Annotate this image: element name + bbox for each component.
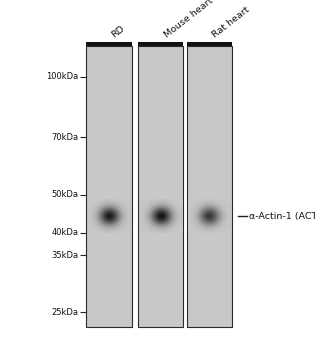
Bar <box>186 42 232 46</box>
Text: 70kDa: 70kDa <box>52 133 79 142</box>
Bar <box>186 46 232 327</box>
Text: 40kDa: 40kDa <box>52 228 79 237</box>
Bar <box>86 42 132 46</box>
Text: 35kDa: 35kDa <box>52 251 79 260</box>
Text: Mouse heart: Mouse heart <box>162 0 215 39</box>
Text: 50kDa: 50kDa <box>52 190 79 199</box>
Bar <box>138 46 183 327</box>
Bar <box>138 42 183 46</box>
Text: Rat heart: Rat heart <box>211 5 252 39</box>
Text: α-Actin-1 (ACTA1): α-Actin-1 (ACTA1) <box>249 212 315 221</box>
Text: 25kDa: 25kDa <box>52 308 79 317</box>
Text: 100kDa: 100kDa <box>47 72 79 81</box>
Bar <box>86 46 132 327</box>
Text: RD: RD <box>110 23 127 39</box>
